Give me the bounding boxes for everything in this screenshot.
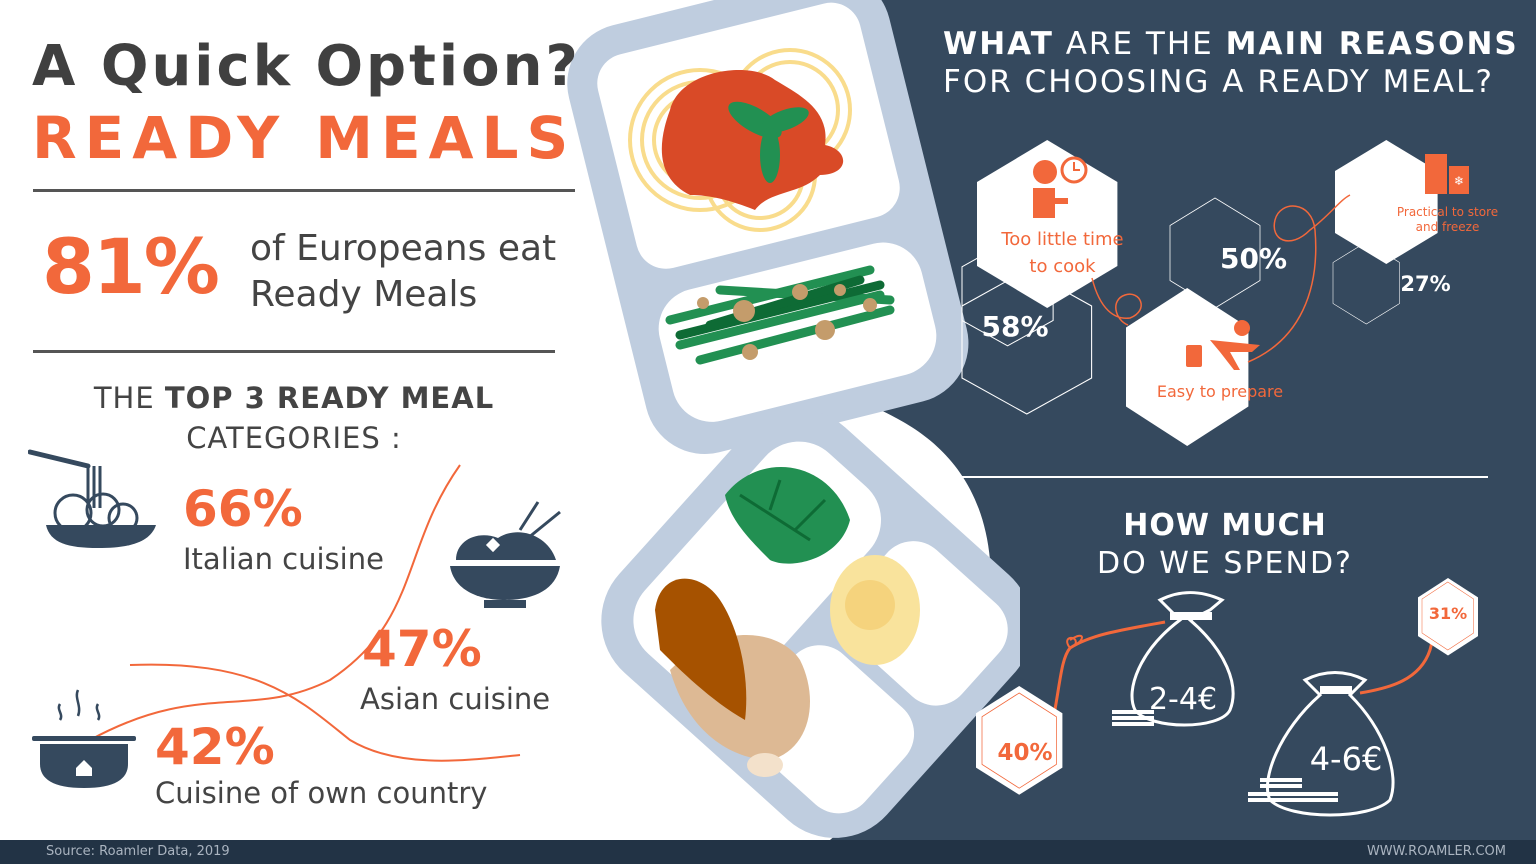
home-pot-icon: [32, 689, 136, 788]
categories-heading: THE TOP 3 READY MEAL CATEGORIES :: [34, 378, 554, 458]
reason-store-label: Practical to store and freeze: [1390, 205, 1505, 235]
divider: [33, 350, 555, 353]
reasons-hexagon-graphic: ❄: [961, 140, 1469, 446]
category-own-country-label: Cuisine of own country: [155, 776, 488, 810]
spend-heading-line1: HOW MUCH: [1123, 508, 1327, 543]
spend-range-high: 4-6€: [1309, 740, 1383, 778]
heading-line2: CATEGORIES :: [186, 421, 402, 455]
page-subtitle: READY MEALS: [32, 104, 577, 172]
headline-stat-text: of Europeans eat Ready Meals: [250, 226, 556, 318]
spend-range-low: 2-4€: [1148, 682, 1218, 717]
category-italian-value: 66%: [183, 480, 303, 538]
spend-high-value: 31%: [1428, 604, 1468, 623]
reason-easy-value: 50%: [1219, 242, 1288, 275]
spend-low-value: 40%: [997, 740, 1053, 766]
pasta-bowl-icon: [28, 449, 156, 548]
decorative-wave-lines: [89, 464, 521, 762]
money-bags-graphic: [976, 578, 1478, 817]
reason-time-line2: to cook: [1029, 256, 1096, 277]
spend-heading-line2: DO WE SPEND?: [1097, 546, 1353, 581]
reasons-heading-bold1: WHAT: [943, 26, 1054, 62]
category-own-country-value: 42%: [155, 718, 275, 776]
footer: Source: Roamler Data, 2019 WWW.ROAMLER.C…: [0, 840, 1536, 864]
reasons-heading-bold2: MAIN REASONS: [1225, 26, 1519, 62]
reason-store-line2: and freeze: [1415, 220, 1480, 234]
website-link[interactable]: WWW.ROAMLER.COM: [1366, 844, 1506, 859]
category-asian-value: 47%: [362, 620, 482, 678]
headline-stat-line2: Ready Meals: [250, 274, 478, 315]
reason-time-line1: Too little time: [1001, 229, 1124, 250]
reasons-heading-line2: FOR CHOOSING A READY MEAL?: [943, 64, 1494, 100]
page-title: A Quick Option?: [32, 34, 581, 99]
reasons-heading-mid: ARE THE: [1053, 26, 1226, 62]
rice-bowl-icon: [450, 501, 561, 608]
category-italian-label: Italian cuisine: [183, 542, 384, 576]
heading-prefix: THE: [93, 381, 165, 415]
divider: [33, 189, 575, 192]
heading-bold: TOP 3 READY MEAL: [164, 381, 495, 415]
divider: [947, 476, 1488, 478]
reasons-heading-line1: WHAT ARE THE MAIN REASONS: [943, 26, 1519, 62]
reason-time-value: 58%: [981, 310, 1049, 343]
headline-stat-line1: of Europeans eat: [250, 228, 557, 269]
reason-time-label: Too little time to cook: [990, 226, 1135, 280]
headline-stat-value: 81%: [42, 222, 220, 311]
category-asian-label: Asian cuisine: [360, 682, 551, 716]
ready-meal-trays-illustration: [567, 0, 1020, 838]
reason-store-value: 27%: [1400, 272, 1451, 296]
reason-store-line1: Practical to store: [1396, 205, 1499, 219]
source-text: Source: Roamler Data, 2019: [46, 844, 230, 859]
reason-easy-label: Easy to prepare: [1156, 382, 1284, 401]
svg-text:❄: ❄: [1454, 174, 1464, 188]
